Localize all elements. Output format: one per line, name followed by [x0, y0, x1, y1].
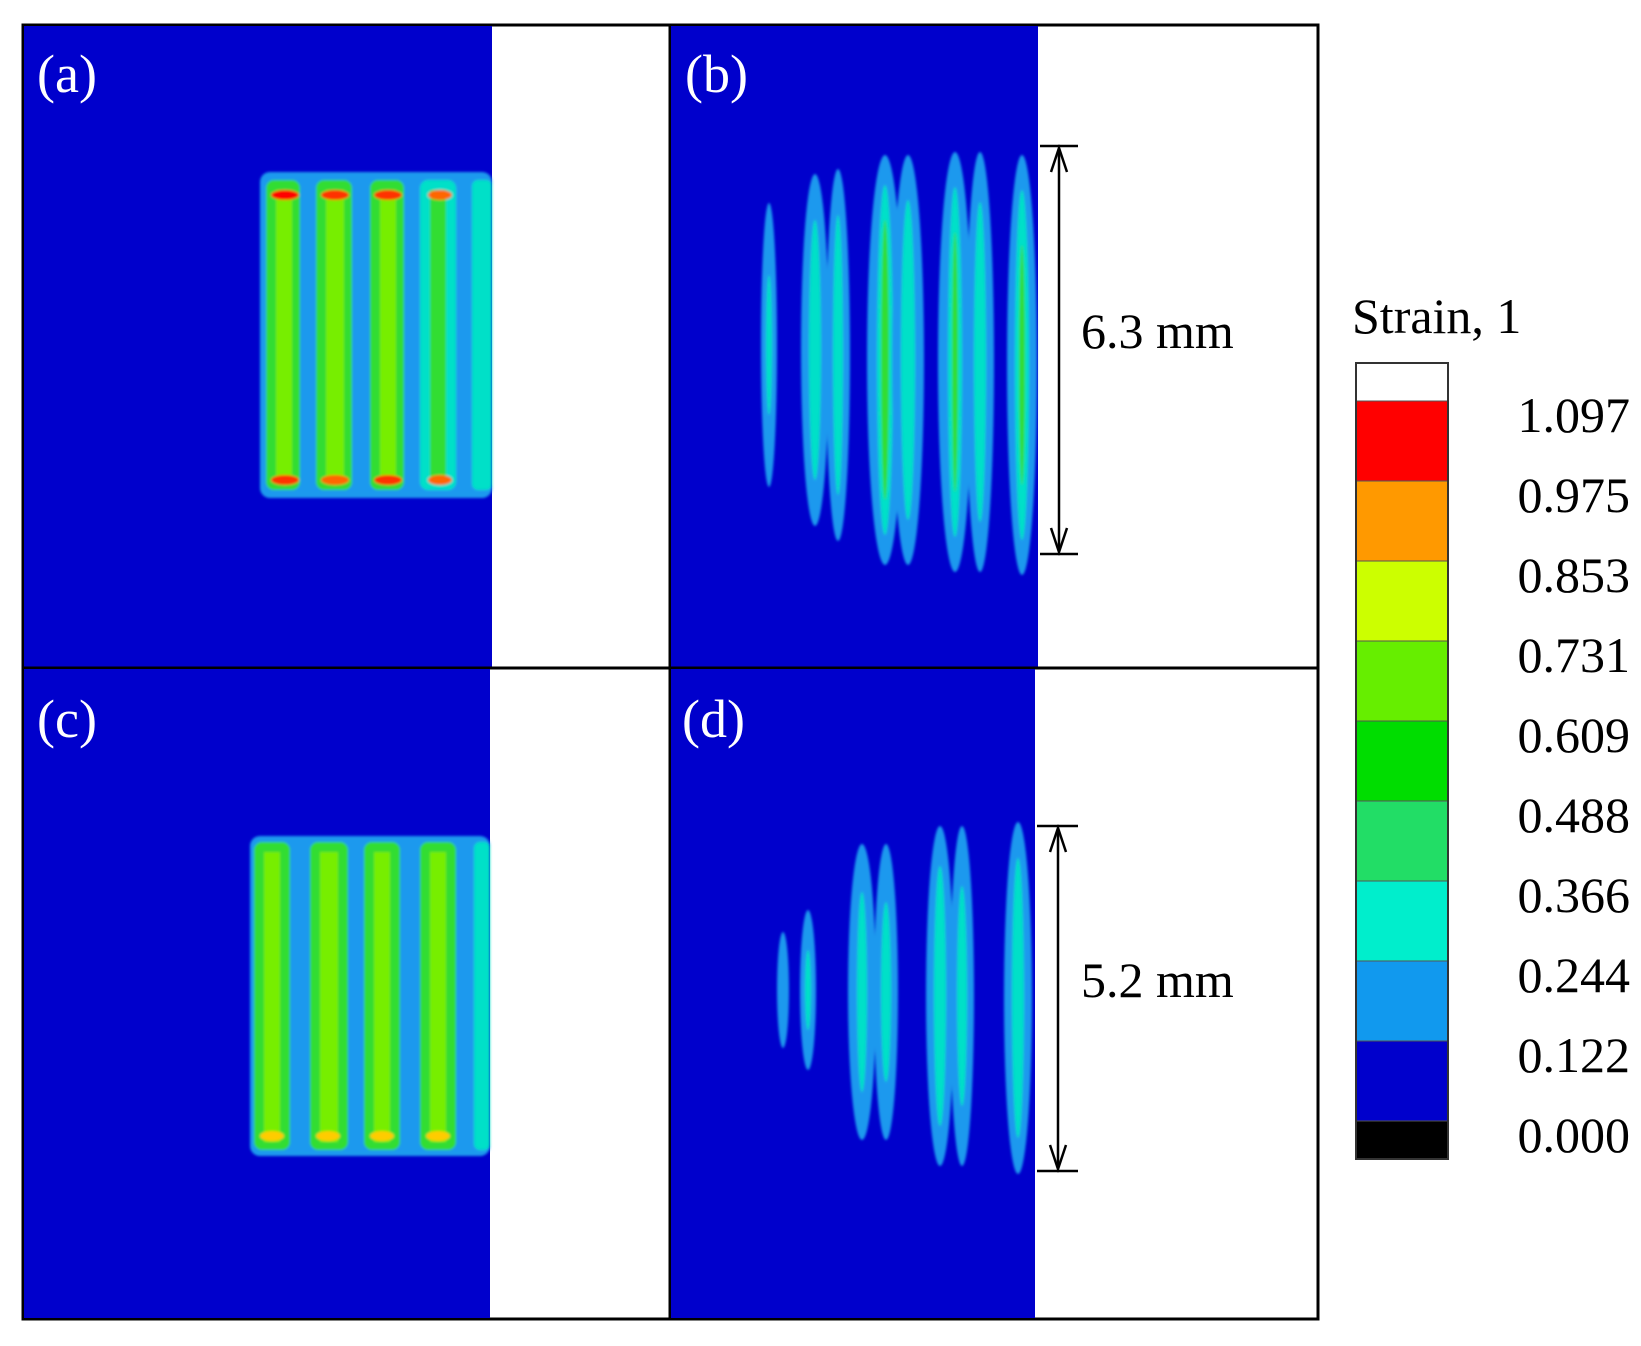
legend-value: 0.609 [1518, 707, 1631, 763]
panel-d: 5.2 mm (d) [668, 666, 1320, 1321]
panel-b-bands [761, 152, 1037, 575]
panel-d-dimension-label: 5.2 mm [1081, 952, 1234, 1008]
legend-value: 1.097 [1518, 387, 1631, 443]
legend-value: 0.122 [1518, 1027, 1631, 1083]
panel-c-label: (c) [37, 689, 97, 749]
legend-value: 0.488 [1518, 787, 1631, 843]
legend-swatch [1355, 800, 1449, 882]
legend-value: 0.244 [1518, 947, 1631, 1003]
legend-swatch [1355, 880, 1449, 962]
legend-swatch [1355, 560, 1449, 642]
panel-c-bands [250, 836, 490, 1156]
panel-d-bands [777, 822, 1032, 1174]
legend-swatches [1355, 362, 1449, 1160]
panel-b-dimension [1040, 144, 1078, 556]
legend-swatch [1355, 1040, 1449, 1122]
panel-a-label: (a) [37, 44, 97, 104]
panel-b: 6.3 mm (b) [668, 23, 1320, 670]
panel-b-dimension-label: 6.3 mm [1081, 303, 1234, 359]
legend-swatch [1355, 960, 1449, 1042]
legend-value: 0.000 [1518, 1107, 1631, 1163]
legend-swatch [1355, 640, 1449, 722]
panel-d-label: (d) [682, 689, 745, 749]
panel-a: (a) [21, 23, 672, 670]
legend-swatch [1355, 400, 1449, 482]
legend-swatch [1355, 720, 1449, 802]
legend-title: Strain, 1 [1352, 288, 1521, 344]
panel-c: (c) [21, 666, 672, 1321]
panel-a-bands [260, 172, 492, 498]
panel-d-dimension [1037, 824, 1078, 1173]
legend-swatch [1355, 1120, 1449, 1160]
legend-swatch [1355, 362, 1449, 402]
legend-values: 1.097 0.975 0.853 0.731 0.609 0.488 0.366 0.244… [1518, 387, 1631, 1163]
legend-swatch [1355, 480, 1449, 562]
strain-legend: Strain, 1 1.097 0.975 0.853 0.731 0.609 0.488… [1352, 288, 1630, 1163]
legend-outline [1355, 362, 1449, 1160]
legend-value: 0.853 [1518, 547, 1631, 603]
legend-value: 0.366 [1518, 867, 1631, 923]
panel-b-label: (b) [685, 44, 748, 104]
legend-value: 0.975 [1518, 467, 1631, 523]
legend-value: 0.731 [1518, 627, 1631, 683]
